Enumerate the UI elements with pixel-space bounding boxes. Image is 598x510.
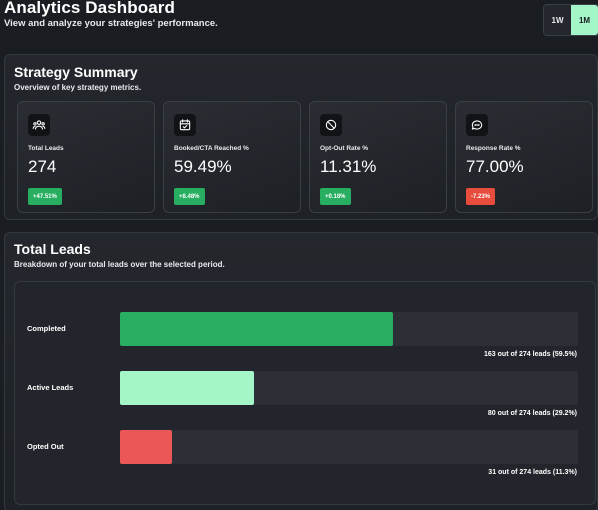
strategy-summary-card: Strategy Summary Overview of key strateg… (4, 54, 598, 220)
metric-change-badge: +8.48% (174, 188, 205, 205)
calendar-check-icon (174, 114, 196, 136)
leads-breakdown-panel: Completed 163 out of 274 leads (59.5%) A… (14, 281, 596, 505)
metric-card-opt-out-rate[interactable]: Opt-Out Rate % 11.31% +0.18% (309, 101, 447, 213)
total-leads-subtitle: Breakdown of your total leads over the s… (14, 260, 225, 269)
bar-label-opted-out: Opted Out (27, 442, 64, 451)
metric-value: 274 (28, 157, 57, 176)
bar-caption-opted-out: 31 out of 274 leads (11.3%) (488, 469, 577, 476)
users-icon (28, 114, 50, 136)
strategy-summary-subtitle: Overview of key strategy metrics. (14, 83, 142, 92)
metric-card-booked-cta[interactable]: Booked/CTA Reached % 59.49% +8.48% (163, 101, 301, 213)
metric-value: 11.31% (320, 157, 377, 176)
bar-label-completed: Completed (27, 324, 66, 333)
metric-change-badge: +47.51% (28, 188, 62, 205)
metric-card-total-leads[interactable]: Total Leads 274 +47.51% (17, 101, 155, 213)
bar-fill-completed[interactable] (120, 312, 393, 346)
metric-label: Total Leads (28, 145, 64, 152)
bar-caption-active-leads: 80 out of 274 leads (29.2%) (487, 410, 577, 417)
bar-label-active-leads: Active Leads (27, 383, 74, 392)
range-1m-button[interactable]: 1M (571, 5, 598, 35)
metric-value: 77.00% (466, 157, 524, 176)
page-header: Analytics Dashboard View and analyze you… (4, 0, 594, 44)
metric-change-badge: +0.18% (320, 188, 351, 205)
page-subtitle: View and analyze your strategies' perfor… (4, 18, 218, 29)
range-1w-button[interactable]: 1W (544, 5, 571, 35)
ban-icon (320, 114, 342, 136)
metric-change-badge: -7.23% (466, 188, 496, 205)
strategy-summary-title: Strategy Summary (14, 64, 138, 80)
range-toggle: 1W 1M (543, 4, 598, 36)
bar-caption-completed: 163 out of 274 leads (59.5%) (484, 351, 577, 358)
metric-value: 59.49% (174, 157, 232, 176)
metric-card-response-rate[interactable]: Response Rate % 77.00% -7.23% (455, 101, 593, 213)
total-leads-title: Total Leads (14, 241, 91, 257)
page-title: Analytics Dashboard (4, 0, 176, 17)
bar-track-active-leads (120, 371, 578, 405)
metric-label: Response Rate % (466, 145, 521, 152)
bar-track-completed (120, 312, 578, 346)
metric-label: Booked/CTA Reached % (174, 145, 249, 152)
metric-label: Opt-Out Rate % (320, 145, 369, 152)
bar-fill-active-leads[interactable] (120, 371, 254, 405)
chat-icon (466, 114, 488, 136)
bar-fill-opted-out[interactable] (120, 430, 172, 464)
bar-track-opted-out (120, 430, 578, 464)
